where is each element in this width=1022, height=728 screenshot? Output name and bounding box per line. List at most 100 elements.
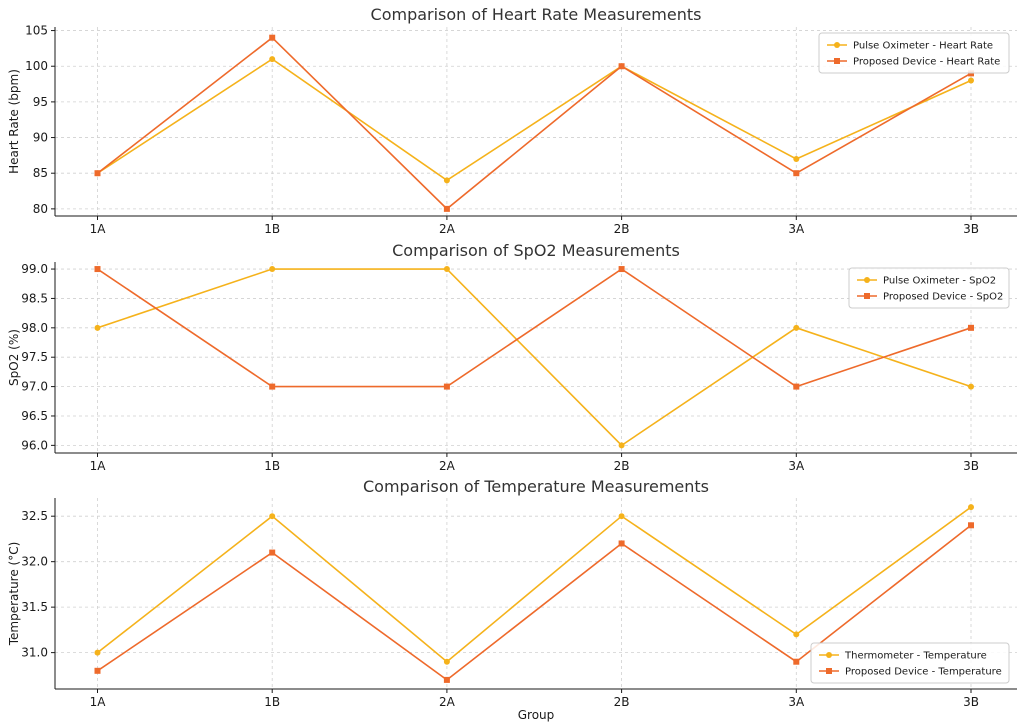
- legend-label: Pulse Oximeter - SpO2: [883, 276, 996, 287]
- y-tick-label: 32.5: [21, 509, 48, 523]
- x-tick-label: 3A: [788, 695, 805, 709]
- y-axis-label: Temperature (°C): [7, 542, 21, 647]
- x-tick-label: 1B: [264, 459, 280, 473]
- legend-marker-circle: [826, 652, 832, 658]
- legend-marker-square: [826, 668, 832, 674]
- series-line-1: [97, 268, 972, 447]
- data-point-circle: [269, 513, 276, 520]
- data-point-square: [793, 658, 800, 665]
- legend: Pulse Oximeter - SpO2 Proposed Device - S…: [848, 267, 1010, 309]
- legend: Thermometer - Temperature Proposed Device…: [810, 642, 1010, 684]
- series-line-1: [97, 58, 972, 182]
- y-tick-label: 99.0: [21, 262, 48, 276]
- legend-label: Proposed Device - Heart Rate: [853, 57, 1000, 68]
- y-tick-label: 31.0: [21, 646, 48, 660]
- data-point-square: [443, 383, 450, 390]
- y-tick-label: 32.0: [21, 555, 48, 569]
- legend: Pulse Oximeter - Heart Rate Proposed Devi…: [818, 32, 1010, 74]
- y-tick-label: 31.5: [21, 600, 48, 614]
- data-point-circle: [443, 266, 450, 273]
- data-point-square: [94, 667, 101, 674]
- data-point-circle: [443, 658, 450, 665]
- x-tick-label: 3A: [788, 222, 805, 236]
- data-point-square: [618, 63, 625, 70]
- data-point-circle: [94, 649, 101, 656]
- legend-box: [810, 642, 1010, 684]
- series-line-2: [97, 268, 972, 388]
- data-point-circle: [94, 324, 101, 331]
- data-point-circle: [793, 631, 800, 638]
- y-axis-label: SpO2 (%): [7, 329, 21, 386]
- data-point-square: [793, 383, 800, 390]
- data-point-square: [269, 34, 276, 41]
- chart-title: Comparison of Heart Rate Measurements: [371, 5, 702, 24]
- data-point-square: [269, 383, 276, 390]
- series-line-1: [97, 506, 972, 663]
- data-point-square: [94, 266, 101, 273]
- y-tick-label: 98.5: [21, 291, 48, 305]
- data-point-circle: [269, 56, 276, 63]
- data-point-circle: [269, 266, 276, 273]
- x-tick-label: 3B: [963, 459, 979, 473]
- x-axis-label: Group: [518, 708, 555, 722]
- legend-marker-circle: [864, 277, 870, 283]
- y-tick-label: 96.0: [21, 438, 48, 452]
- data-point-circle: [968, 383, 974, 390]
- legend-marker-square: [834, 58, 840, 64]
- legend-label: Proposed Device - SpO2: [883, 292, 1003, 303]
- legend-label: Proposed Device - Temperature: [845, 667, 1002, 678]
- chart-panel-1: 1A 1B 2A 2B 3A 3B 80 85 90 95 100 105 Comparison of …: [7, 5, 1017, 236]
- data-point-circle: [793, 324, 800, 331]
- data-point-square: [94, 170, 101, 177]
- x-tick-label: 2B: [614, 695, 630, 709]
- data-point-circle: [793, 155, 800, 162]
- chart-title: Comparison of SpO2 Measurements: [392, 241, 680, 260]
- y-tick-label: 80: [33, 202, 48, 216]
- legend-box: [818, 32, 1010, 74]
- y-tick-label: 100: [25, 59, 48, 73]
- x-tick-label: 1B: [264, 222, 280, 236]
- legend-label: Pulse Oximeter - Heart Rate: [853, 41, 993, 52]
- series-line-2: [97, 36, 972, 210]
- y-axis-label: Heart Rate (bpm): [7, 69, 21, 174]
- x-tick-label: 3B: [963, 222, 979, 236]
- y-tick-label: 97.5: [21, 350, 48, 364]
- legend-marker-square: [864, 293, 870, 299]
- chart-panel-2: 1A 1B 2A 2B 3A 3B 96.0 96.5 97.0 97.5 98.0 98.5 99.0…: [7, 241, 1017, 473]
- legend-box: [848, 267, 1010, 309]
- x-tick-label: 1A: [90, 222, 107, 236]
- x-tick-label: 2A: [439, 222, 456, 236]
- data-point-square: [618, 266, 625, 273]
- data-point-square: [443, 676, 450, 683]
- y-tick-label: 97.0: [21, 380, 48, 394]
- chart-panel-3: 1A 1B 2A 2B 3A 3B 31.0 31.5 32.0 32.5 Comparison o…: [7, 477, 1017, 722]
- data-point-circle: [443, 177, 450, 184]
- data-point-square: [793, 170, 800, 177]
- legend-label: Thermometer - Temperature: [844, 651, 987, 662]
- y-tick-label: 105: [25, 24, 48, 38]
- data-point-square: [968, 324, 974, 331]
- x-tick-label: 2B: [614, 459, 630, 473]
- chart-title: Comparison of Temperature Measurements: [363, 477, 709, 496]
- data-point-circle: [618, 513, 625, 520]
- data-point-circle: [968, 504, 974, 511]
- data-point-square: [443, 205, 450, 212]
- x-tick-label: 2B: [614, 222, 630, 236]
- data-point-square: [618, 540, 625, 547]
- y-tick-label: 95: [33, 95, 48, 109]
- x-tick-label: 1A: [90, 695, 107, 709]
- legend-marker-circle: [834, 42, 840, 48]
- x-tick-label: 2A: [439, 459, 456, 473]
- y-tick-label: 85: [33, 166, 48, 180]
- y-tick-label: 98.0: [21, 321, 48, 335]
- data-point-square: [269, 549, 276, 556]
- y-tick-label: 90: [33, 131, 48, 145]
- y-tick-label: 96.5: [21, 409, 48, 423]
- x-tick-label: 2A: [439, 695, 456, 709]
- x-tick-label: 1B: [264, 695, 280, 709]
- x-tick-label: 1A: [90, 459, 107, 473]
- data-point-circle: [618, 442, 625, 449]
- x-tick-label: 3A: [788, 459, 805, 473]
- data-point-square: [968, 522, 974, 529]
